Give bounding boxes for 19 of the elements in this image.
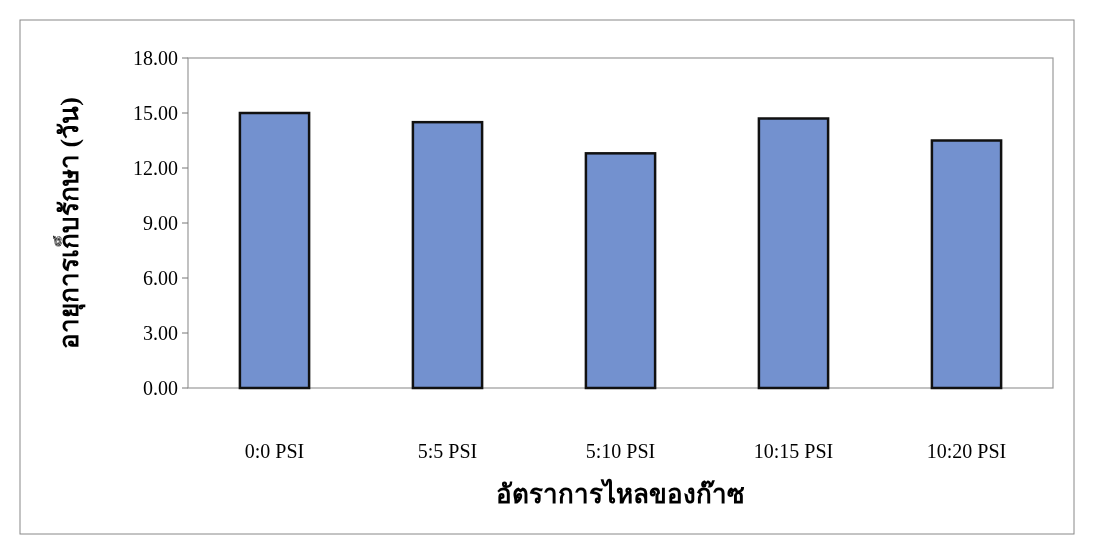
x-tick-label: 5:10 PSI: [585, 440, 656, 462]
y-tick-label: 12.00: [133, 157, 178, 179]
y-tick-label: 18.00: [133, 47, 178, 69]
bar: [238, 111, 311, 390]
bar: [584, 152, 657, 390]
y-tick-label: 15.00: [133, 102, 178, 124]
y-tick-label: 9.00: [143, 212, 178, 234]
y-tick-label: 0.00: [143, 377, 178, 399]
y-axis-title: อายุการเก็บรักษา (วัน): [53, 97, 86, 349]
bar: [930, 139, 1003, 390]
y-tick-label: 6.00: [143, 267, 178, 289]
x-tick-label: 0:0 PSI: [244, 440, 305, 462]
x-tick-label: 10:15 PSI: [753, 440, 834, 462]
bar: [757, 117, 830, 390]
x-tick-label: 10:20 PSI: [926, 440, 1007, 462]
x-tick-label: 5:5 PSI: [417, 440, 478, 462]
bar: [411, 120, 484, 390]
y-tick-label: 3.00: [143, 322, 178, 344]
x-axis-title: อัตราการไหลของก๊าซ: [496, 478, 745, 509]
